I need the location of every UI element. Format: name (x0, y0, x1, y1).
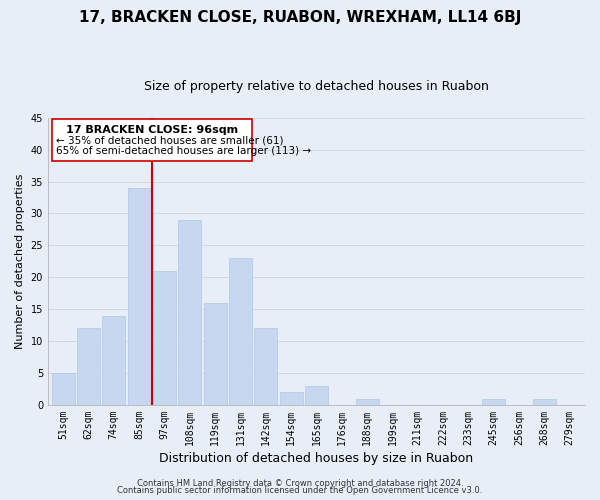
Text: ← 35% of detached houses are smaller (61): ← 35% of detached houses are smaller (61… (56, 135, 283, 145)
Text: 17, BRACKEN CLOSE, RUABON, WREXHAM, LL14 6BJ: 17, BRACKEN CLOSE, RUABON, WREXHAM, LL14… (79, 10, 521, 25)
Bar (77, 328, 100, 405)
Text: Contains HM Land Registry data © Crown copyright and database right 2024.: Contains HM Land Registry data © Crown c… (137, 478, 463, 488)
Bar (128, 188, 151, 405)
Bar (52, 373, 74, 405)
Text: 17 BRACKEN CLOSE: 96sqm: 17 BRACKEN CLOSE: 96sqm (66, 126, 238, 136)
Bar (305, 386, 328, 405)
Bar (280, 392, 302, 405)
Bar (153, 271, 176, 405)
Text: 65% of semi-detached houses are larger (113) →: 65% of semi-detached houses are larger (… (56, 146, 311, 156)
Bar (356, 398, 379, 405)
X-axis label: Distribution of detached houses by size in Ruabon: Distribution of detached houses by size … (160, 452, 473, 465)
Bar (178, 220, 201, 405)
Text: Contains public sector information licensed under the Open Government Licence v3: Contains public sector information licen… (118, 486, 482, 495)
Bar (204, 303, 227, 405)
Bar (254, 328, 277, 405)
Y-axis label: Number of detached properties: Number of detached properties (15, 174, 25, 349)
Bar (533, 398, 556, 405)
Bar (103, 316, 125, 405)
Title: Size of property relative to detached houses in Ruabon: Size of property relative to detached ho… (144, 80, 489, 93)
Bar (482, 398, 505, 405)
FancyBboxPatch shape (52, 119, 252, 161)
Bar (229, 258, 252, 405)
